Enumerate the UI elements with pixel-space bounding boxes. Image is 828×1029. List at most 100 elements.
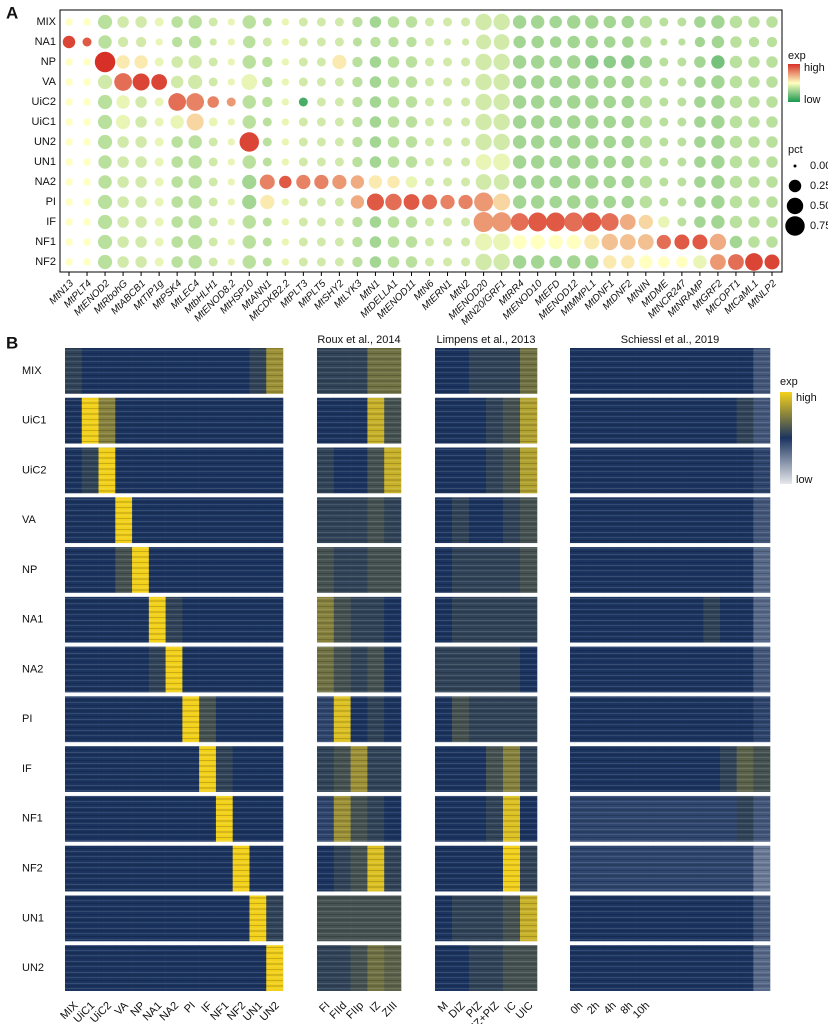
dot [154,217,164,227]
dot [461,77,471,87]
dot [729,155,743,169]
dot [711,95,725,109]
dot [171,36,183,48]
dot [405,76,418,88]
row-label: PI [46,196,56,208]
dot [117,236,129,248]
dot [425,157,435,167]
dot [262,37,272,47]
plot-frame [59,9,783,273]
row-label: NP [41,56,56,68]
dot [585,195,599,209]
dot [132,73,150,91]
dot [659,157,669,167]
dot [117,176,129,188]
dot [281,218,289,226]
dot [135,96,147,108]
dot [677,157,687,167]
dot [530,135,545,149]
dot [639,195,653,209]
dot [135,16,147,28]
dot [622,36,634,48]
dot [227,58,235,66]
dot [674,234,690,250]
dot [65,18,73,26]
dot [83,218,91,226]
dot [549,36,562,48]
dot [530,55,545,69]
texture [65,895,283,942]
dot [694,216,706,228]
dot [65,258,73,266]
dot [425,97,435,107]
dot [298,117,308,127]
texture [435,895,537,942]
dot [352,76,363,88]
legend-label: high [796,392,817,404]
row-label: NF2 [35,256,56,268]
dot [748,136,760,148]
dot [640,36,652,48]
dot [475,253,492,271]
row-label: PI [22,713,32,725]
row-label: VA [42,76,57,88]
dot [171,256,183,268]
dot [352,216,363,228]
texture [65,646,283,693]
texture [435,696,537,743]
dot [443,77,453,87]
dot [766,136,778,148]
dot [352,156,363,168]
dot [259,174,275,190]
dot [151,74,168,90]
dot [298,257,308,267]
row-label: MIX [22,365,42,377]
dot [512,15,527,29]
dot [242,55,256,69]
row-label: NA2 [22,663,43,675]
dot [530,195,545,209]
dot [603,95,617,109]
dot [387,175,400,189]
dot [549,15,562,29]
dot [443,177,453,187]
dot [513,35,526,49]
dot [314,174,329,190]
dot [766,236,778,248]
dot [493,174,510,190]
dot [117,156,129,168]
heatmap-title: Roux et al., 2014 [317,334,400,346]
texture [65,746,283,792]
dot [83,198,91,206]
dot [603,15,617,29]
dot [766,36,778,48]
dot [208,257,218,267]
dot [766,156,778,168]
dot [154,237,164,247]
dot [281,258,289,266]
texture [435,348,537,394]
dot [766,116,778,128]
colorbar [780,392,792,484]
dot [298,157,308,167]
texture [317,895,401,942]
dot [443,217,453,227]
texture [65,397,283,444]
dot [694,136,706,148]
dot [440,194,455,210]
dot [334,17,344,27]
dot [729,195,743,209]
dot [83,18,91,26]
dot [694,156,706,168]
dot [242,15,256,29]
dot [117,196,129,208]
dot [406,36,417,48]
row-label: NF1 [35,236,56,248]
dot [65,98,73,106]
texture [65,497,283,544]
dot [676,256,688,268]
dot [334,197,344,207]
dot [298,137,308,147]
dot [475,154,492,170]
dot [659,137,669,147]
